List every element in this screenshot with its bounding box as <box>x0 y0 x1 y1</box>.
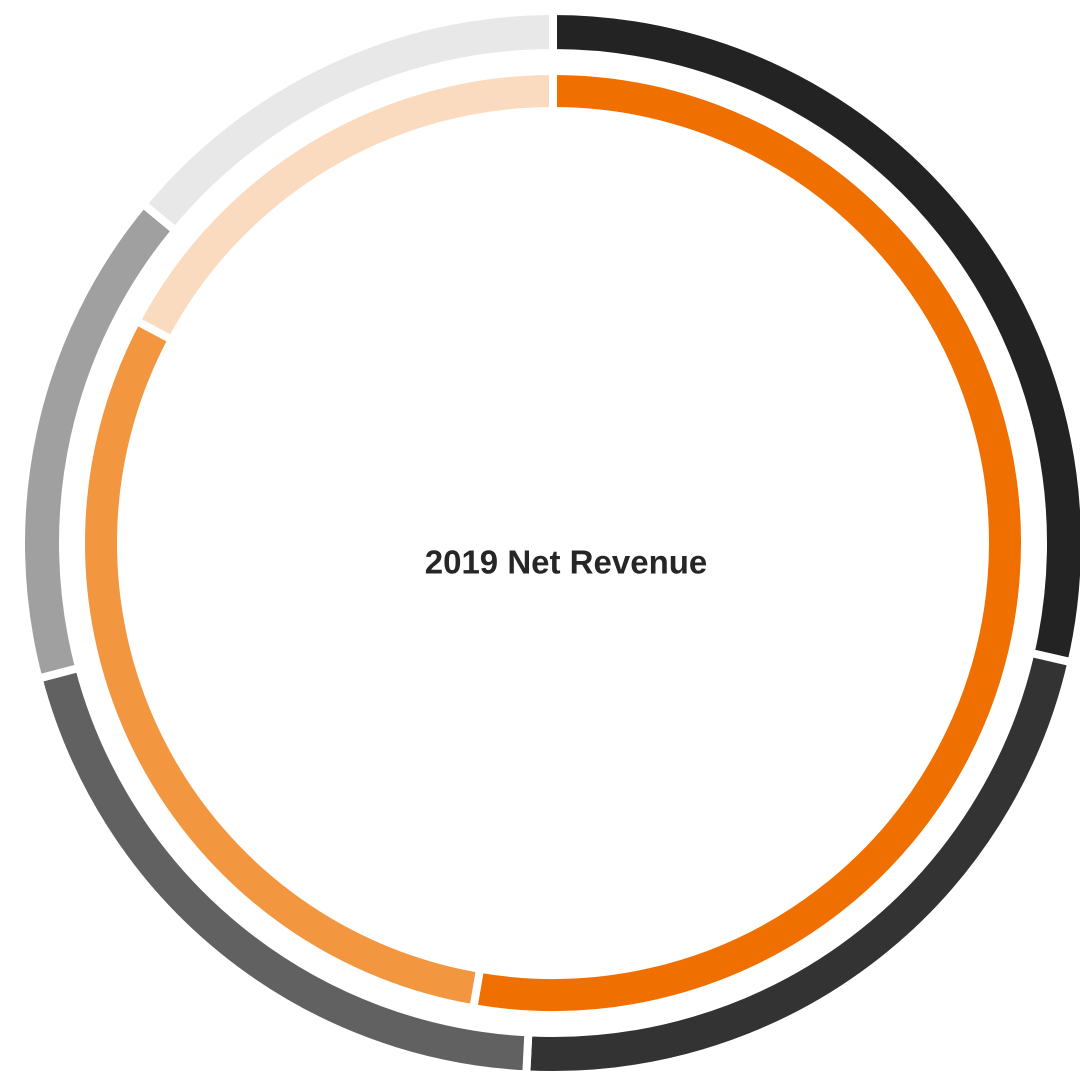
donut-slice <box>33 662 533 1075</box>
donut-slice <box>137 6 557 237</box>
donut-slice <box>131 66 557 346</box>
chart-title: 2019 Net Revenue <box>425 544 707 581</box>
donut-slice <box>77 315 485 1013</box>
